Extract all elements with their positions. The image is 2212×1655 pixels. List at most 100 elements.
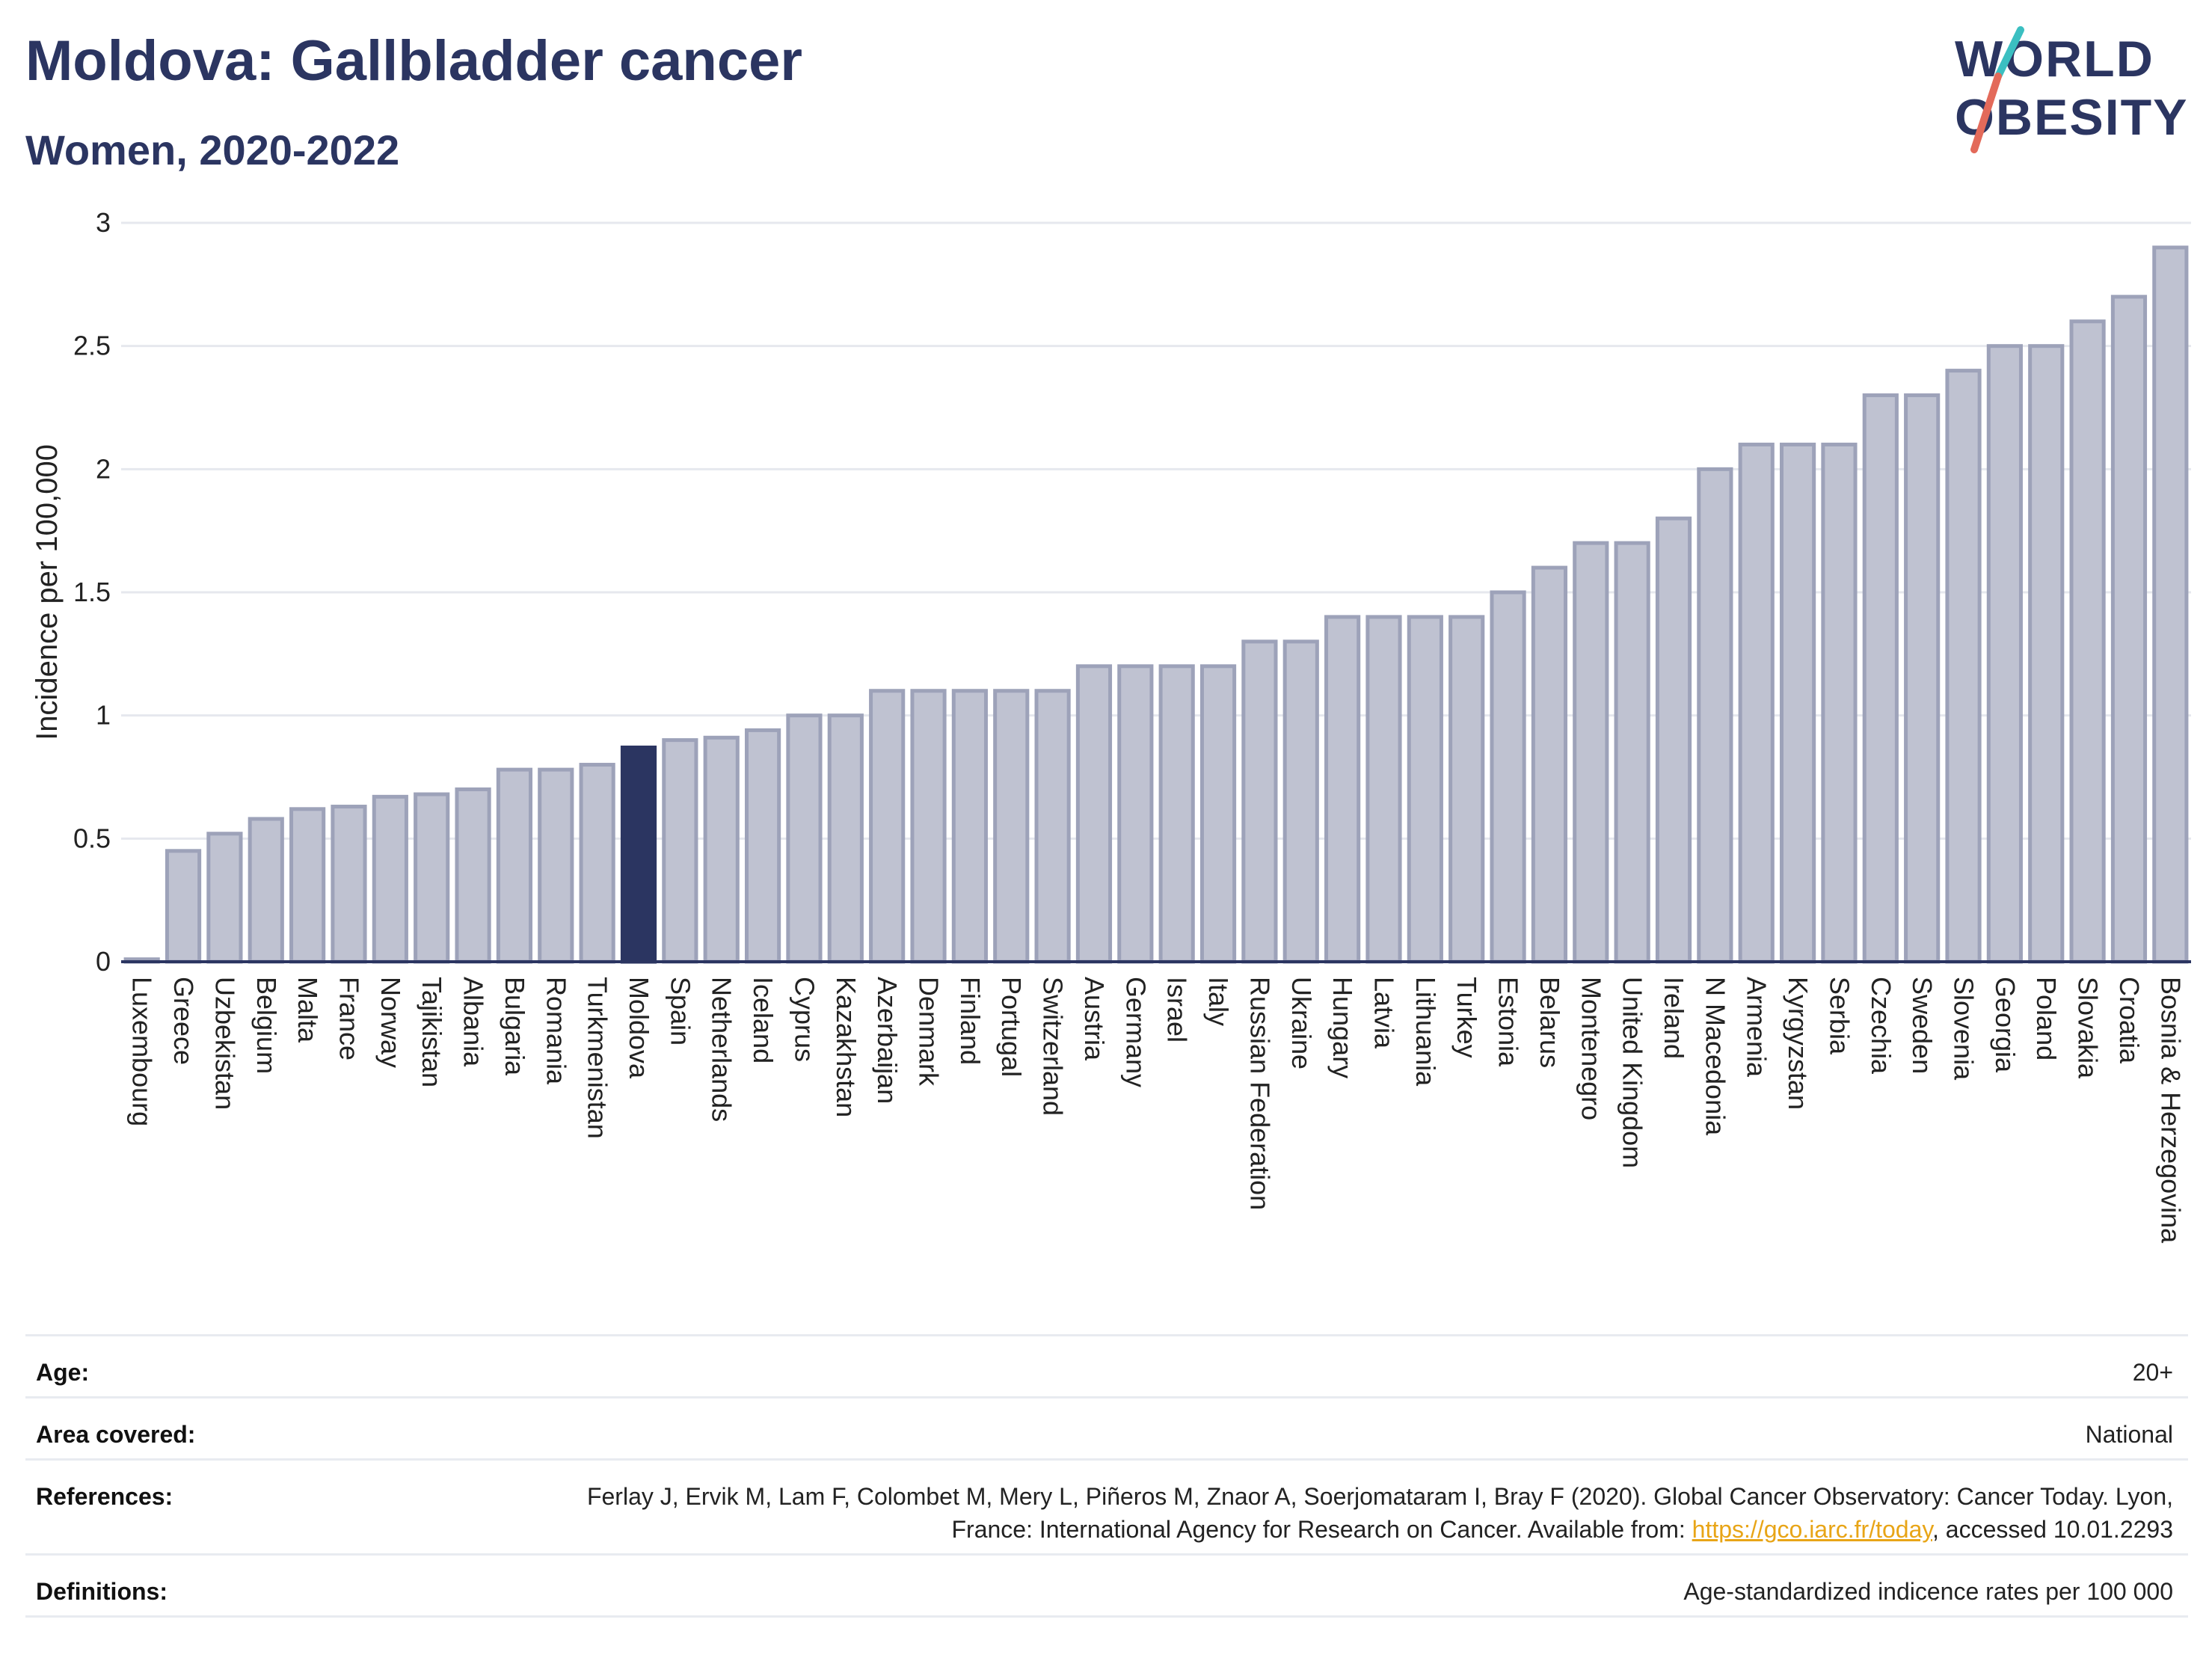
x-tick-label: Denmark [914, 977, 944, 1087]
bar [827, 713, 864, 964]
bar [2069, 319, 2106, 964]
x-tick-label: France [334, 977, 364, 1060]
bar [1075, 664, 1113, 964]
bar [620, 745, 657, 964]
x-tick-label: Iceland [748, 977, 778, 1063]
x-tick-label: Belgium [251, 977, 282, 1074]
x-tick-label: Kyrgyzstan [1783, 977, 1813, 1110]
x-tick-label: Latvia [1368, 977, 1399, 1049]
page-title: Moldova: Gallbladder cancer [25, 29, 802, 93]
bar [910, 689, 947, 964]
area-row: Area covered: National [25, 1396, 2188, 1458]
x-tick-label: Lithuania [1410, 977, 1441, 1087]
x-tick-label: United Kingdom [1617, 977, 1648, 1168]
definitions-row: Definitions: Age-standardized indicence … [25, 1553, 2188, 1618]
bar [1490, 590, 1526, 964]
definitions-label: Definitions: [36, 1578, 168, 1605]
bar [2152, 245, 2189, 964]
references-label: References: [36, 1483, 173, 1510]
bar [1448, 615, 1485, 964]
x-tick-label: Albania [458, 977, 489, 1067]
metadata-table: Age: 20+ Area covered: National Referenc… [25, 1334, 2188, 1618]
area-value: National [2085, 1421, 2173, 1448]
x-tick-label: Estonia [1493, 977, 1524, 1067]
bar [869, 689, 906, 964]
x-tick-label: N Macedonia [1700, 977, 1730, 1136]
x-tick-label: Croatia [2114, 977, 2145, 1064]
x-tick-label: Italy [1203, 977, 1234, 1026]
bar [1158, 664, 1195, 964]
bar [1241, 639, 1278, 964]
x-tick-label: Bosnia & Herzegovina [2155, 977, 2186, 1244]
bar [2110, 295, 2148, 964]
x-tick-label: Malta [292, 977, 323, 1043]
bar [1779, 442, 1816, 964]
bar [786, 713, 823, 964]
x-tick-label: Bulgaria [500, 977, 530, 1076]
bar [1573, 541, 1609, 964]
x-tick-label: Czechia [1866, 977, 1896, 1075]
bar [1282, 639, 1319, 964]
bar [206, 832, 243, 964]
svg-text:WORLD: WORLD [1955, 31, 2154, 87]
bar [951, 689, 988, 964]
x-tick-label: Georgia [1990, 977, 2021, 1073]
x-tick-label: Montenegro [1576, 977, 1606, 1120]
y-tick-label: 3 [96, 207, 111, 238]
definitions-value: Age-standardized indicence rates per 100… [1683, 1578, 2173, 1605]
bar [1821, 442, 1858, 964]
x-tick-label: Greece [168, 977, 199, 1065]
bar [165, 849, 202, 964]
bar [1365, 615, 1402, 964]
bar-chart: 0 0.5 1 1.5 2 2.5 3 Incidence per 100,000 Luxemb… [31, 207, 2191, 1244]
x-tick-label: Austria [1079, 977, 1110, 1061]
bar [2028, 344, 2065, 964]
x-tick-label: Ukraine [1286, 977, 1317, 1069]
x-tick-label: Moldova [624, 977, 654, 1079]
bar [248, 817, 284, 964]
y-tick-label: 2 [96, 453, 111, 484]
bar [1738, 442, 1775, 964]
x-tick-label: Poland [2031, 977, 2062, 1060]
y-tick-label: 1 [96, 700, 111, 731]
x-tick-label: Cyprus [789, 977, 820, 1062]
bar [579, 763, 615, 964]
bar [1199, 664, 1237, 964]
x-tick-label: Norway [375, 977, 406, 1068]
x-tick-label: Azerbaijan [872, 977, 903, 1104]
bar [662, 738, 698, 964]
x-tick-label: Germany [1120, 977, 1151, 1087]
x-tick-label: Slovenia [1949, 977, 1979, 1081]
x-tick-label: Turkmenistan [583, 977, 613, 1139]
x-tick-label: Luxembourg [127, 977, 158, 1126]
x-tick-label: Slovakia [2073, 977, 2104, 1079]
x-tick-label: Ireland [1659, 977, 1689, 1059]
x-tick-label: Romania [541, 977, 571, 1085]
age-row: Age: 20+ [25, 1334, 2188, 1396]
x-tick-label: Turkey [1451, 977, 1482, 1058]
y-tick-label: 0.5 [73, 823, 111, 853]
references-suffix: , accessed 10.01.2293 [1932, 1516, 2173, 1543]
x-tick-label: Uzbekistan [209, 977, 240, 1110]
page-subtitle: Women, 2020-2022 [25, 126, 400, 174]
bar [1904, 393, 1941, 964]
bar [1034, 689, 1071, 964]
x-tick-label: Belarus [1534, 977, 1565, 1068]
bar [1117, 664, 1154, 964]
references-row: References: Ferlay J, Ervik M, Lam F, Co… [25, 1458, 2188, 1553]
x-tick-label: Kazakhstan [831, 977, 861, 1117]
area-label: Area covered: [36, 1421, 196, 1448]
x-tick-label: Spain [665, 977, 695, 1045]
bar [993, 689, 1030, 964]
x-tick-label: Finland [955, 977, 986, 1065]
x-tick-label: Russian Federation [1244, 977, 1275, 1210]
references-link[interactable]: https://gco.iarc.fr/today [1692, 1516, 1932, 1543]
y-tick-label: 1.5 [73, 577, 111, 607]
age-value: 20+ [2132, 1359, 2173, 1386]
references-value: Ferlay J, Ervik M, Lam F, Colombet M, Me… [565, 1480, 2173, 1546]
world-obesity-logo: WORLD OBESITY [1955, 26, 2187, 153]
y-tick-label: 0 [96, 946, 111, 977]
y-axis-label: Incidence per 100,000 [31, 444, 64, 740]
x-tick-label: Serbia [1824, 977, 1855, 1055]
bar [1862, 393, 1899, 964]
